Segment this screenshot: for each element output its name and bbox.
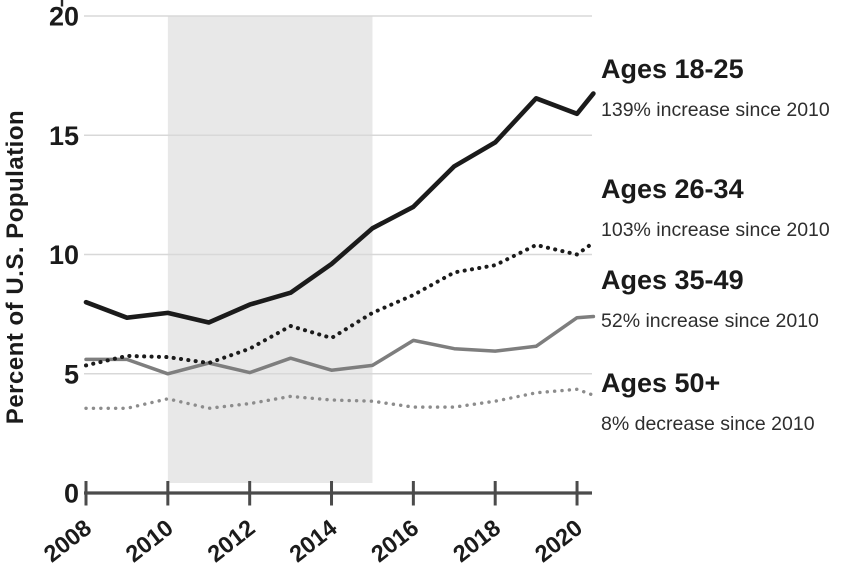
x-tick-label: 2020 <box>530 514 587 567</box>
series-line-ages-50- <box>84 387 596 410</box>
series-line-ages-18-25 <box>83 91 596 325</box>
y-tick-label: 5 <box>64 359 79 389</box>
legend-label: Ages 26-34 <box>601 174 744 204</box>
legend-entry-ages-50plus: Ages 50+ 8% decrease since 2010 <box>601 366 851 436</box>
legend-label: Ages 35-49 <box>601 265 744 295</box>
legend-label: Ages 50+ <box>601 368 721 398</box>
x-tick-label: 2008 <box>39 514 96 567</box>
x-tick-label: 2016 <box>366 514 423 567</box>
legend: Ages 18-25 139% increase since 2010 Ages… <box>601 0 851 576</box>
y-tick-label: 10 <box>49 240 79 270</box>
x-tick-label: 2018 <box>448 514 505 567</box>
top-left-artifact <box>60 0 64 7</box>
legend-subtext: 139% increase since 2010 <box>601 99 830 121</box>
legend-entry-ages-26-34: Ages 26-34 103% increase since 2010 <box>601 172 851 242</box>
y-tick-label: 0 <box>64 479 79 509</box>
x-tick-label: 2012 <box>203 514 260 567</box>
y-tick-label: 20 <box>49 2 79 32</box>
x-tick-label: 2010 <box>121 514 178 567</box>
y-tick-label: 15 <box>49 121 79 151</box>
legend-subtext: 52% increase since 2010 <box>601 310 819 332</box>
legend-entry-ages-35-49: Ages 35-49 52% increase since 2010 <box>601 263 851 333</box>
series-line-ages-35-49 <box>84 314 596 376</box>
legend-label: Ages 18-25 <box>601 54 744 84</box>
series-line-ages-26-34 <box>84 240 596 368</box>
legend-subtext: 103% increase since 2010 <box>601 219 830 241</box>
shaded-region <box>167 15 373 483</box>
legend-subtext: 8% decrease since 2010 <box>601 413 815 435</box>
legend-entry-ages-18-25: Ages 18-25 139% increase since 2010 <box>601 52 851 122</box>
x-tick-label: 2014 <box>284 514 341 567</box>
